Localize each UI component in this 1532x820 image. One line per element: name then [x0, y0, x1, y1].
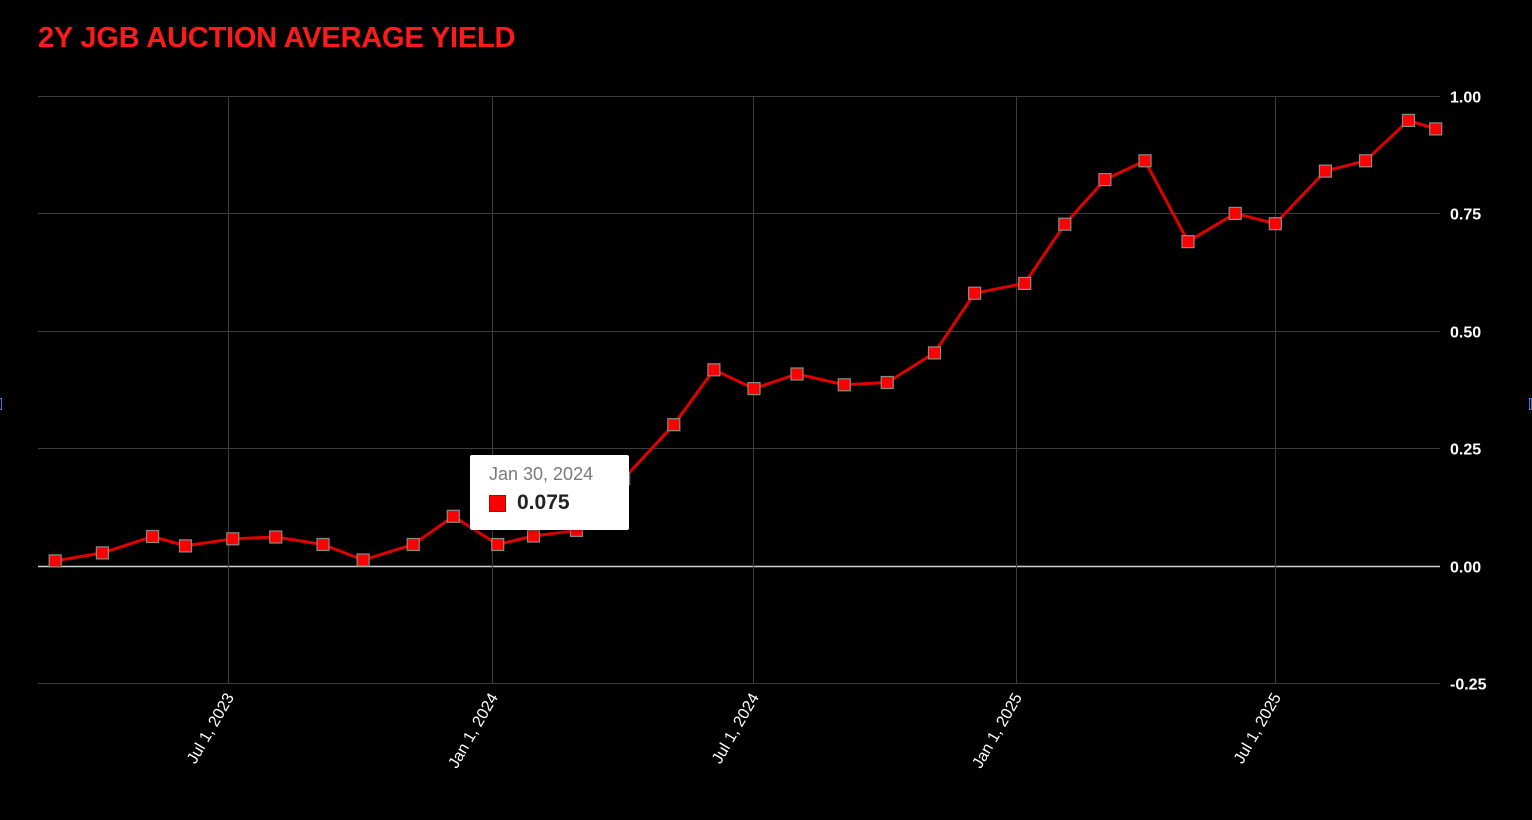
x-tick-label: Jan 1, 2024	[445, 690, 502, 771]
data-point	[1018, 276, 1032, 290]
data-point	[146, 529, 160, 544]
x-axis-ticks: Jul 1, 2023 Jan 1, 2024 Jul 1, 2024 Jan 1, …	[184, 690, 1285, 771]
data-point	[1401, 113, 1416, 128]
data-point	[747, 382, 761, 396]
data-point	[1268, 217, 1282, 231]
y-tick-label: 0.25	[1450, 442, 1481, 459]
data-point	[95, 546, 110, 560]
data-point	[837, 378, 851, 392]
data-point	[1429, 122, 1443, 136]
data-point	[967, 286, 982, 300]
x-tick-label: Jan 1, 2025	[969, 690, 1026, 771]
data-point	[1228, 206, 1242, 220]
data-point	[1358, 154, 1373, 168]
x-gridlines	[228, 96, 1276, 683]
chart-title: 2Y JGB AUCTION AVERAGE YIELD	[38, 22, 516, 54]
yield-series	[48, 113, 1443, 568]
y-tick-label: 0.50	[1450, 325, 1481, 342]
data-point	[880, 375, 894, 390]
data-point	[446, 509, 460, 523]
data-point	[1138, 154, 1152, 168]
data-point	[356, 553, 370, 567]
y-tick-label: 1.00	[1450, 90, 1481, 107]
data-point	[1098, 173, 1112, 187]
data-point	[316, 537, 330, 552]
tooltip-date: Jan 30, 2024	[489, 464, 594, 484]
series-swatch-icon	[489, 494, 506, 512]
data-point	[1058, 217, 1072, 231]
y-gridlines	[38, 96, 1440, 684]
data-point	[48, 554, 62, 568]
data-point	[927, 346, 942, 360]
data-tooltip: Jan 30, 2024 0.075	[470, 455, 629, 530]
data-point	[1181, 235, 1195, 249]
data-point	[406, 537, 420, 552]
y-tick-label: 0.75	[1450, 207, 1481, 224]
data-point	[491, 537, 505, 552]
series-line	[54, 118, 1437, 563]
tooltip-value: 0.075	[517, 491, 570, 514]
y-tick-label: 0.00	[1450, 560, 1481, 577]
data-point	[707, 363, 721, 377]
y-tick-label: -0.25	[1450, 677, 1487, 694]
x-tick-label: Jul 1, 2023	[184, 690, 238, 766]
data-point	[269, 530, 283, 544]
data-point	[526, 529, 541, 543]
tooltip-value-row: 0.075	[489, 491, 629, 515]
y-axis-ticks: 1.00 0.75 0.50 0.25 0.00 -0.25	[1450, 90, 1487, 694]
data-point	[667, 418, 681, 432]
data-point	[1318, 164, 1333, 178]
x-tick-label: Jul 1, 2024	[709, 690, 763, 766]
left-edge-handle[interactable]	[0, 398, 2, 410]
data-point	[226, 532, 240, 546]
data-point	[790, 367, 804, 381]
x-tick-label: Jul 1, 2025	[1231, 690, 1285, 766]
data-point	[178, 539, 193, 553]
